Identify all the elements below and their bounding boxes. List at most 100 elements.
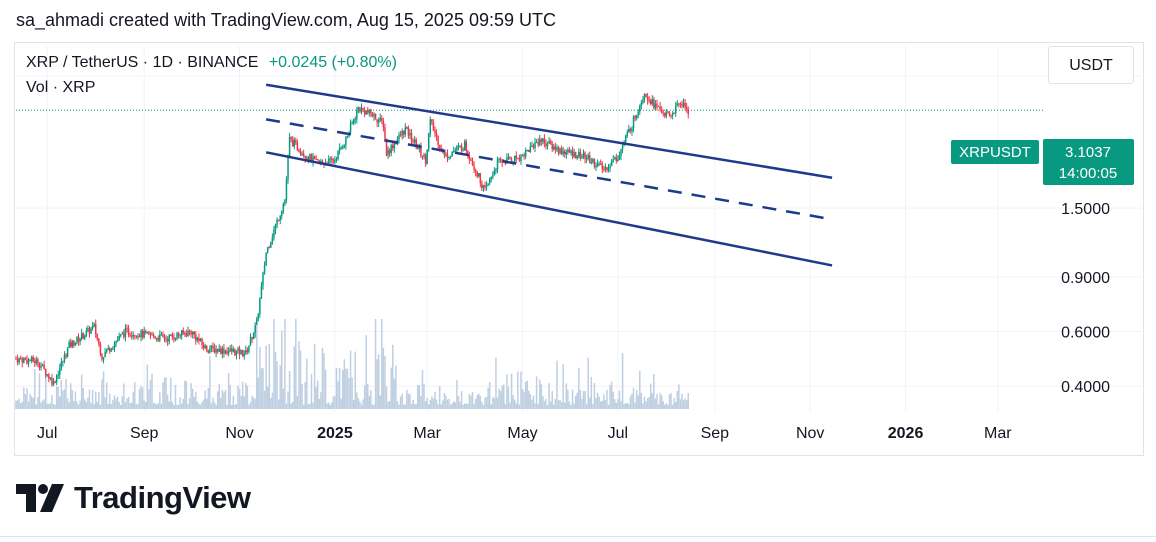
volume-bar (592, 403, 594, 409)
volume-bar (474, 398, 477, 409)
volume-bar (593, 383, 596, 409)
volume-bar (245, 382, 247, 409)
candle-body (229, 348, 231, 351)
candle-body (204, 346, 206, 349)
candle-body (223, 348, 225, 354)
volume-bar (130, 402, 133, 409)
channel-upper-line (265, 83, 833, 179)
volume-bar (54, 404, 56, 409)
candle-body (379, 117, 382, 121)
candle-body (285, 179, 288, 200)
volume-bar (348, 378, 350, 409)
volume-bar (446, 399, 449, 409)
candle-body (245, 350, 247, 355)
candle-body (296, 142, 299, 150)
candle-body (648, 100, 650, 102)
candle-body (259, 298, 261, 314)
candle-body (684, 102, 686, 108)
volume-bar (196, 401, 199, 409)
volume-bar (626, 403, 629, 409)
candle-body (115, 341, 117, 344)
candle-body (266, 247, 269, 253)
candle-body (118, 335, 120, 341)
candle-body (331, 158, 333, 161)
candle-body (63, 354, 66, 362)
volume-bar (73, 400, 75, 409)
candle-body (593, 159, 596, 167)
candle-body (65, 354, 67, 357)
candle-body (565, 151, 568, 155)
tradingview-logo[interactable]: TradingView (16, 478, 251, 518)
candle-body (110, 349, 113, 352)
volume-bar (112, 399, 114, 409)
volume-bar (91, 389, 94, 409)
volume-bar (409, 394, 411, 409)
volume-bar (671, 404, 674, 409)
candle-body (207, 350, 210, 353)
volume-bar (534, 403, 536, 409)
volume-bar (417, 385, 419, 409)
volume-bar (498, 388, 500, 409)
candle-body (129, 334, 131, 336)
volume-bar (115, 398, 117, 409)
candle-body (148, 331, 150, 334)
volume-bar (418, 384, 421, 409)
volume-bar (457, 395, 460, 409)
candle-body (465, 141, 467, 151)
volume-bar (682, 400, 685, 409)
candle-body (196, 337, 199, 341)
volume-bar (496, 397, 499, 409)
volume-bar (659, 393, 661, 409)
price-badge (1043, 139, 1134, 185)
volume-bar (327, 402, 330, 409)
candle-body (401, 130, 403, 136)
candle-body (518, 158, 521, 161)
x-tick-label: Jul (37, 425, 57, 442)
candle-body (456, 146, 458, 151)
candle-body (554, 146, 557, 150)
candle-body (18, 357, 20, 363)
volume-bar (632, 387, 635, 409)
volume-bar (621, 353, 624, 409)
volume-bar (445, 395, 447, 409)
volume-bar (506, 374, 508, 409)
candle-body (398, 134, 400, 140)
candle-body (681, 104, 683, 107)
candle-body (215, 349, 217, 353)
volume-bar (341, 370, 344, 409)
candle-body (531, 145, 533, 147)
volume-bar (159, 392, 161, 409)
candle-body (651, 99, 654, 104)
volume-bar (302, 404, 305, 409)
symbol-legend[interactable]: XRP / TetherUS · 1D · BINANCE +0.0245 (+… (26, 54, 397, 72)
volume-legend[interactable]: Vol · XRP (26, 79, 96, 96)
volume-bar (137, 403, 139, 409)
candle-body (185, 333, 188, 337)
volume-bar (185, 381, 188, 409)
candle-body (145, 330, 147, 333)
volume-bar (166, 394, 169, 409)
volume-bar (651, 393, 654, 409)
volume-bar (459, 401, 461, 409)
volume-bar (188, 398, 191, 409)
volume-bar (582, 390, 585, 409)
candle-body (421, 155, 424, 157)
volume-bar (213, 402, 216, 409)
candle-body (134, 334, 136, 337)
candle-body (485, 185, 488, 188)
candle-body (246, 350, 249, 352)
volume-bar (320, 392, 322, 409)
currency-button[interactable]: USDT (1048, 46, 1134, 84)
volume-bar (584, 391, 586, 409)
volume-bar (607, 404, 610, 409)
volume-bar (570, 404, 572, 409)
volume-bar (676, 391, 679, 409)
volume-bar (488, 381, 491, 409)
volume-bar (673, 397, 675, 409)
volume-bar (180, 403, 183, 409)
candle-body (579, 151, 582, 159)
volume-bar (254, 398, 256, 409)
candle-body (435, 133, 438, 137)
volume-bar (365, 335, 367, 409)
